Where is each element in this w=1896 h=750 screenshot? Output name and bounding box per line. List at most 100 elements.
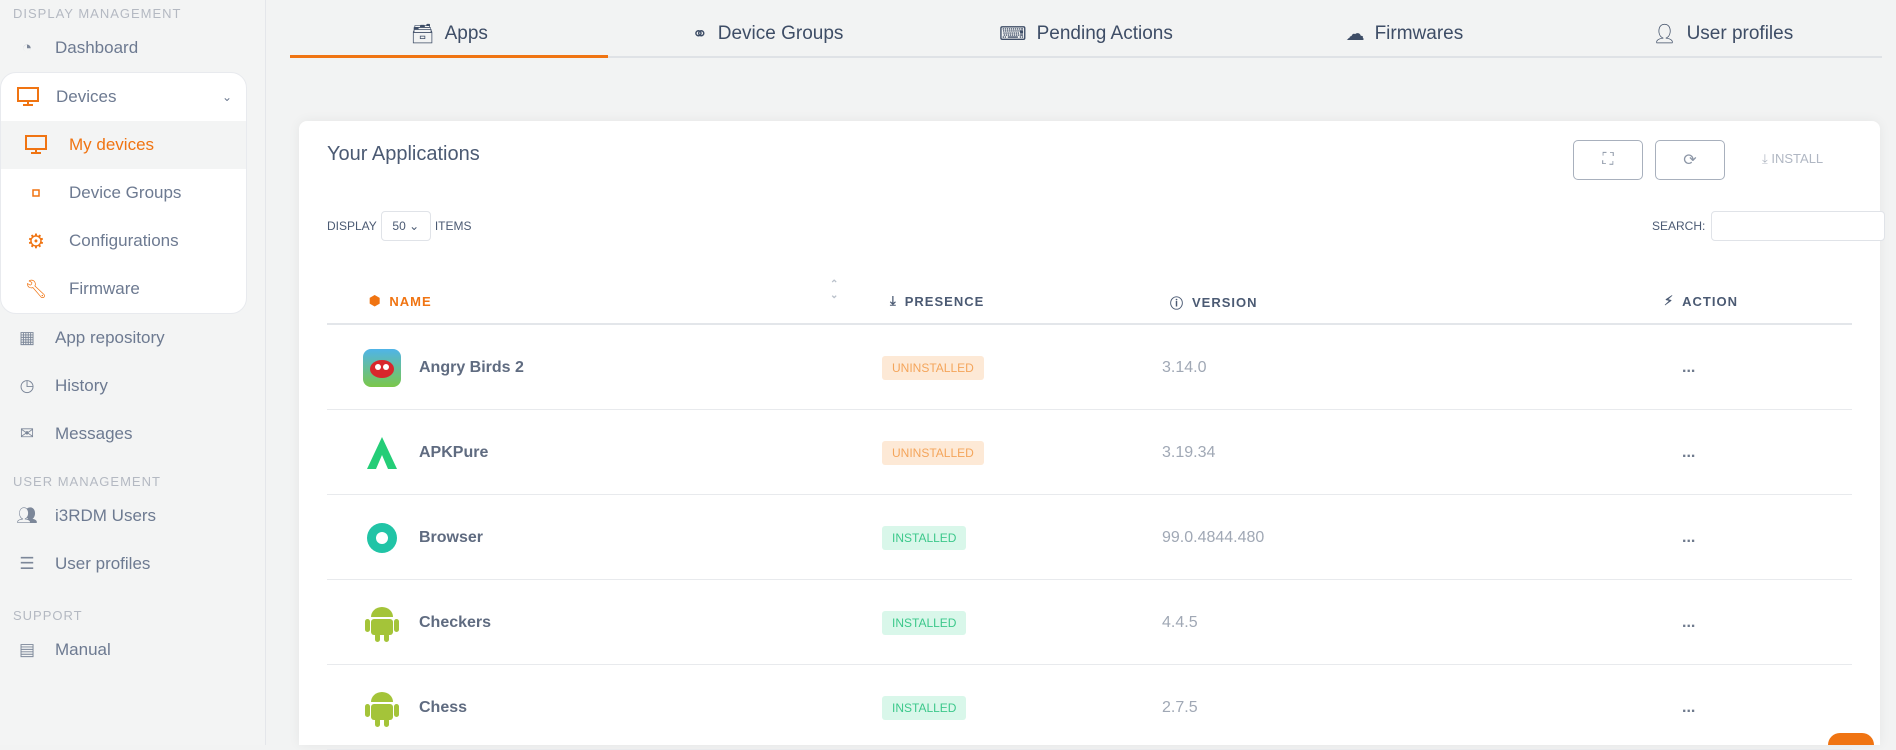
column-label: ACTION [1682, 293, 1738, 309]
page-size-select[interactable]: 50 ⌄ [380, 211, 431, 241]
document-icon: ▤ [18, 640, 36, 659]
presence-cell: INSTALLED [882, 665, 967, 750]
label: Devices [56, 87, 117, 106]
android-icon [363, 604, 401, 642]
presence-cell: UNINSTALLED [882, 410, 984, 495]
info-icon: ⓘ [1170, 296, 1185, 311]
wrench-icon: 🔧︎ [24, 278, 48, 299]
version-cell: 99.0.4844.480 [1162, 528, 1265, 546]
column-version[interactable]: ⓘ VERSION [1170, 293, 1258, 312]
tab-label: Device Groups [717, 23, 844, 44]
archive-icon: 🗃︎ [410, 23, 435, 45]
label: User profiles [55, 554, 151, 573]
install-button[interactable]: ⤓ INSTALL [1762, 151, 1823, 167]
action-menu-button[interactable]: ... [1682, 613, 1696, 631]
column-label: VERSION [1192, 295, 1258, 310]
sidebar-item-history[interactable]: ◷ History [0, 362, 265, 410]
action-menu-button[interactable]: ... [1682, 358, 1696, 376]
tab-pending-actions[interactable]: ⌨︎ Pending Actions [927, 12, 1245, 56]
status-badge: INSTALLED [882, 695, 967, 720]
apkpure-icon [363, 434, 401, 472]
action-menu-button[interactable]: ... [1682, 528, 1696, 546]
gear-icon: ⚙ [27, 230, 45, 253]
action-menu-button[interactable]: ... [1682, 698, 1696, 716]
sidebar-item-user-profiles[interactable]: ☰ User profiles [0, 540, 265, 588]
applications-card: Your Applications ⛶ ⟳ ⤓ INSTALL DISPLAY … [299, 121, 1886, 750]
column-action[interactable]: ⚡︎ ACTION [1664, 293, 1738, 309]
status-badge: INSTALLED [882, 525, 967, 550]
monitor-icon [23, 134, 49, 156]
sidebar-item-users[interactable]: 👥︎ i3RDM Users [0, 492, 265, 540]
tab-label: Pending Actions [1036, 23, 1173, 44]
section-display-management: DISPLAY MANAGEMENT [13, 6, 182, 21]
presence-cell: INSTALLED [882, 580, 967, 665]
label: App repository [55, 328, 165, 347]
column-label: PRESENCE [904, 293, 985, 309]
terminal-icon: ⌨︎ [999, 23, 1027, 45]
fullscreen-button[interactable]: ⛶ [1573, 140, 1643, 180]
app-name-cell[interactable]: Angry Birds 2 [363, 325, 524, 410]
presence-cell: UNINSTALLED [882, 325, 984, 410]
sidebar-item-app-repository[interactable]: ▦ App repository [0, 314, 265, 362]
monitor-icon [15, 86, 41, 108]
refresh-button[interactable]: ⟳ [1655, 140, 1725, 180]
label: My devices [69, 135, 155, 154]
status-badge: UNINSTALLED [882, 440, 984, 465]
app-name-cell[interactable]: APKPure [363, 410, 488, 495]
column-presence[interactable]: ⤓ PRESENCE [890, 293, 984, 309]
refresh-icon: ⟳ [1683, 152, 1697, 169]
users-icon: 👥︎ [16, 506, 38, 525]
grid-icon: ▦ [18, 328, 36, 347]
app-name: Chess [419, 698, 468, 716]
floating-action-button[interactable] [1828, 733, 1874, 745]
app-name-cell[interactable]: Checkers [363, 580, 491, 665]
sidebar-item-manual[interactable]: ▤ Manual [0, 626, 265, 674]
sidebar-item-firmware[interactable]: 🔧︎ Firmware [1, 265, 246, 313]
status-badge: INSTALLED [882, 610, 967, 635]
app-name-cell[interactable]: Browser [363, 495, 483, 580]
list-icon: ☰ [19, 554, 35, 573]
column-name[interactable]: ⬢ NAME [369, 293, 432, 309]
display-label: DISPLAY [327, 219, 377, 233]
items-label: ITEMS [434, 219, 472, 233]
sidebar-item-device-groups[interactable]: Device Groups [1, 169, 246, 217]
column-label: NAME [389, 293, 432, 309]
user-profile-icon: 👤︎ [1652, 24, 1677, 45]
app-name: APKPure [419, 443, 489, 461]
version-cell: 3.14.0 [1162, 358, 1207, 376]
chevron-down-icon: ⌄ [409, 219, 420, 233]
main: 🗃︎ Apps ⚭ Device Groups ⌨︎ Pending Actions … [266, 0, 1896, 750]
label: Device Groups [69, 183, 182, 202]
version-cell: 4.4.5 [1162, 613, 1198, 631]
label: Dashboard [55, 38, 139, 57]
sidebar-item-devices[interactable]: Devices ⌄ [1, 73, 246, 121]
label: History [55, 376, 108, 395]
section-user-management: USER MANAGEMENT [13, 474, 161, 489]
app-name-cell[interactable]: Chess [363, 665, 467, 750]
devices-group: Devices ⌄ My devices Device Groups ⚙ Confi… [0, 72, 247, 314]
label: Messages [55, 424, 133, 443]
sidebar-item-configurations[interactable]: ⚙ Configurations [1, 217, 246, 265]
sidebar-item-my-devices[interactable]: My devices [1, 121, 246, 169]
tab-user-profiles[interactable]: 👤︎ User profiles [1564, 12, 1882, 56]
sidebar: DISPLAY MANAGEMENT ◔ Dashboard Devices ⌄ M… [0, 0, 266, 745]
search-input[interactable] [1711, 211, 1886, 241]
table-header: ⬢ NAME ⌃ ⌄ ⤓ PRESENCE ⓘ VERSION ⚡︎ ACTION [327, 275, 1852, 325]
card-title: Your Applications [327, 143, 480, 165]
sidebar-item-messages[interactable]: ✉ Messages [0, 410, 265, 458]
groups-icon: ⚭ [691, 23, 708, 45]
tab-label: Firmwares [1374, 23, 1464, 44]
tab-apps[interactable]: 🗃︎ Apps [290, 12, 609, 58]
page-size-value: 50 [392, 219, 406, 233]
sidebar-item-dashboard[interactable]: ◔ Dashboard [0, 24, 265, 72]
tab-firmwares[interactable]: ☁︎ Firmwares [1245, 12, 1563, 56]
table-row: Chess INSTALLED 2.7.5 ... [327, 665, 1852, 750]
sort-icon[interactable]: ⌃ ⌄ [830, 279, 840, 301]
dashboard-icon: ◔ [21, 38, 33, 57]
browser-icon [363, 519, 401, 557]
version-cell: 3.19.34 [1162, 443, 1216, 461]
fullscreen-icon: ⛶ [1602, 151, 1614, 168]
label: Manual [55, 640, 111, 659]
action-menu-button[interactable]: ... [1682, 443, 1696, 461]
tab-device-groups[interactable]: ⚭ Device Groups [608, 12, 926, 56]
